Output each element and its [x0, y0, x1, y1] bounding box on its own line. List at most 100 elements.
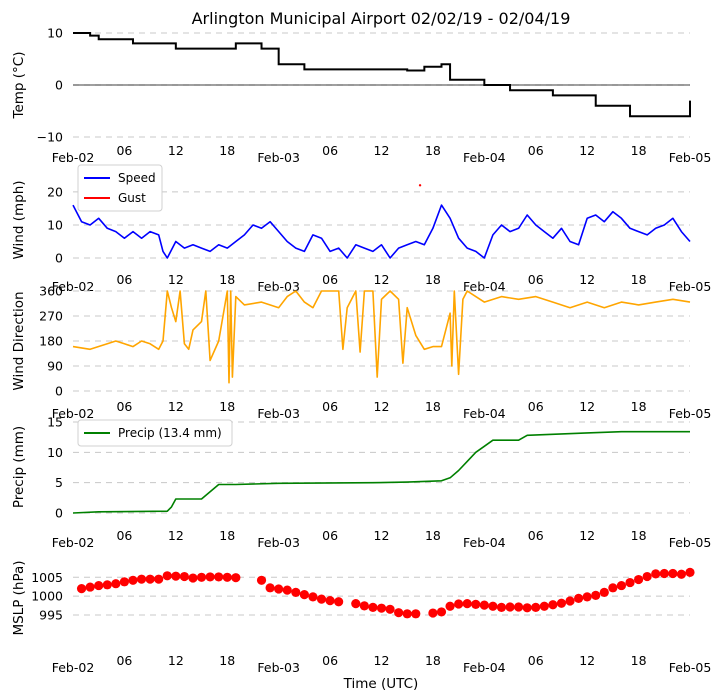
mslp-point — [351, 599, 361, 609]
x-tick-label: 18 — [425, 653, 441, 668]
x-tick-label: 12 — [579, 653, 595, 668]
x-tick-label: Feb-04 — [463, 150, 506, 165]
mslp-point — [591, 590, 601, 600]
legend-label: Speed — [118, 171, 156, 185]
x-tick-label: 12 — [374, 272, 390, 287]
mslp-point — [162, 571, 172, 581]
x-tick-label: Feb-04 — [463, 535, 506, 550]
mslp-point — [531, 602, 541, 613]
legend-box — [77, 164, 163, 212]
mslp-point — [299, 590, 309, 600]
y-tick-label: 1000 — [31, 589, 63, 604]
x-tick-label: Feb-03 — [257, 660, 300, 675]
mslp-point — [454, 599, 464, 609]
x-tick-label: 06 — [322, 143, 338, 158]
y-tick-label: 0 — [55, 506, 63, 521]
mslp-point — [376, 603, 387, 613]
mslp-point — [136, 574, 147, 584]
mslp-point — [265, 583, 275, 593]
chart-title: Arlington Municipal Airport 02/02/19 - 0… — [192, 9, 571, 28]
mslp-point — [119, 577, 130, 587]
mslp-point — [556, 598, 567, 608]
x-tick-label: 18 — [425, 528, 441, 543]
mslp-point — [539, 601, 549, 611]
mslp-point — [599, 587, 609, 597]
mslp-point — [668, 568, 678, 579]
y-axis-label: Wind (mph) — [11, 180, 27, 259]
mslp-point — [548, 600, 558, 610]
mslp-point — [214, 572, 224, 582]
x-tick-label: 18 — [219, 528, 235, 543]
mslp-point — [179, 571, 190, 582]
y-tick-label: −10 — [37, 130, 63, 145]
x-tick-label: 18 — [425, 143, 441, 158]
y-axis-label: Wind Direction — [11, 291, 27, 390]
x-tick-label: Feb-05 — [669, 279, 712, 294]
x-tick-label: 18 — [631, 399, 647, 414]
x-tick-label: 06 — [322, 528, 338, 543]
x-tick-label: Feb-02 — [52, 150, 95, 165]
mslp-point — [479, 600, 489, 610]
x-tick-label: 12 — [579, 528, 595, 543]
mslp-point — [334, 597, 344, 607]
mslp-point — [436, 607, 447, 617]
mslp-point — [274, 584, 284, 594]
x-tick-label: Feb-02 — [52, 535, 95, 550]
x-tick-label: Feb-04 — [463, 406, 506, 421]
mslp-point — [625, 577, 635, 588]
x-tick-label: Feb-05 — [669, 406, 712, 421]
y-tick-label: 10 — [47, 26, 63, 41]
mslp-point — [514, 602, 524, 612]
x-tick-label: Feb-04 — [463, 660, 506, 675]
legend-label: Gust — [118, 191, 146, 205]
mslp-point — [471, 599, 481, 610]
y-tick-label: 20 — [47, 184, 63, 199]
x-tick-label: 06 — [322, 653, 338, 668]
x-tick-label: 12 — [374, 143, 390, 158]
x-tick-label: 18 — [425, 399, 441, 414]
x-tick-label: 12 — [374, 399, 390, 414]
x-axis-label: Time (UTC) — [343, 676, 419, 692]
mslp-point — [85, 582, 95, 592]
x-tick-label: 18 — [425, 272, 441, 287]
legend-box — [77, 419, 233, 447]
mslp-point — [368, 602, 378, 613]
mslp-point — [676, 569, 687, 579]
mslp-point — [445, 601, 455, 611]
x-tick-label: 06 — [528, 143, 544, 158]
x-tick-label: Feb-03 — [257, 406, 300, 421]
mslp-point — [616, 580, 627, 591]
mslp-point — [94, 580, 104, 591]
x-tick-label: Feb-05 — [669, 660, 712, 675]
series-precip-13-4-mm- — [72, 430, 690, 514]
mslp-point — [402, 609, 412, 619]
mslp-point — [196, 572, 207, 582]
x-tick-label: 06 — [116, 272, 132, 287]
mslp-point — [282, 585, 292, 595]
x-tick-label: Feb-02 — [52, 660, 95, 675]
mslp-point — [222, 572, 232, 582]
x-tick-label: 06 — [528, 528, 544, 543]
x-tick-label: Feb-02 — [52, 406, 95, 421]
x-tick-label: 06 — [528, 272, 544, 287]
y-axis-label: MSLP (hPa) — [11, 560, 27, 635]
x-tick-label: Feb-03 — [257, 535, 300, 550]
gust-point — [418, 184, 422, 187]
x-tick-label: 06 — [322, 399, 338, 414]
y-tick-label: 15 — [47, 415, 63, 430]
x-tick-label: 18 — [219, 399, 235, 414]
panel-wind_direction: 360 270 180 90 0 Wind Direction Feb-02 06 12 18 Fe… — [11, 284, 711, 422]
x-tick-label: 12 — [579, 399, 595, 414]
x-tick-label: 18 — [219, 653, 235, 668]
mslp-point — [462, 599, 472, 609]
x-tick-label: 12 — [374, 528, 390, 543]
x-tick-label: 18 — [219, 272, 235, 287]
y-tick-label: 995 — [39, 607, 63, 622]
x-tick-label: 06 — [528, 399, 544, 414]
x-tick-label: 18 — [631, 653, 647, 668]
mslp-point — [128, 575, 138, 585]
mslp-point — [608, 583, 618, 593]
mslp-point — [325, 596, 335, 606]
y-tick-label: 180 — [39, 334, 63, 349]
y-tick-label: 10 — [47, 445, 63, 460]
